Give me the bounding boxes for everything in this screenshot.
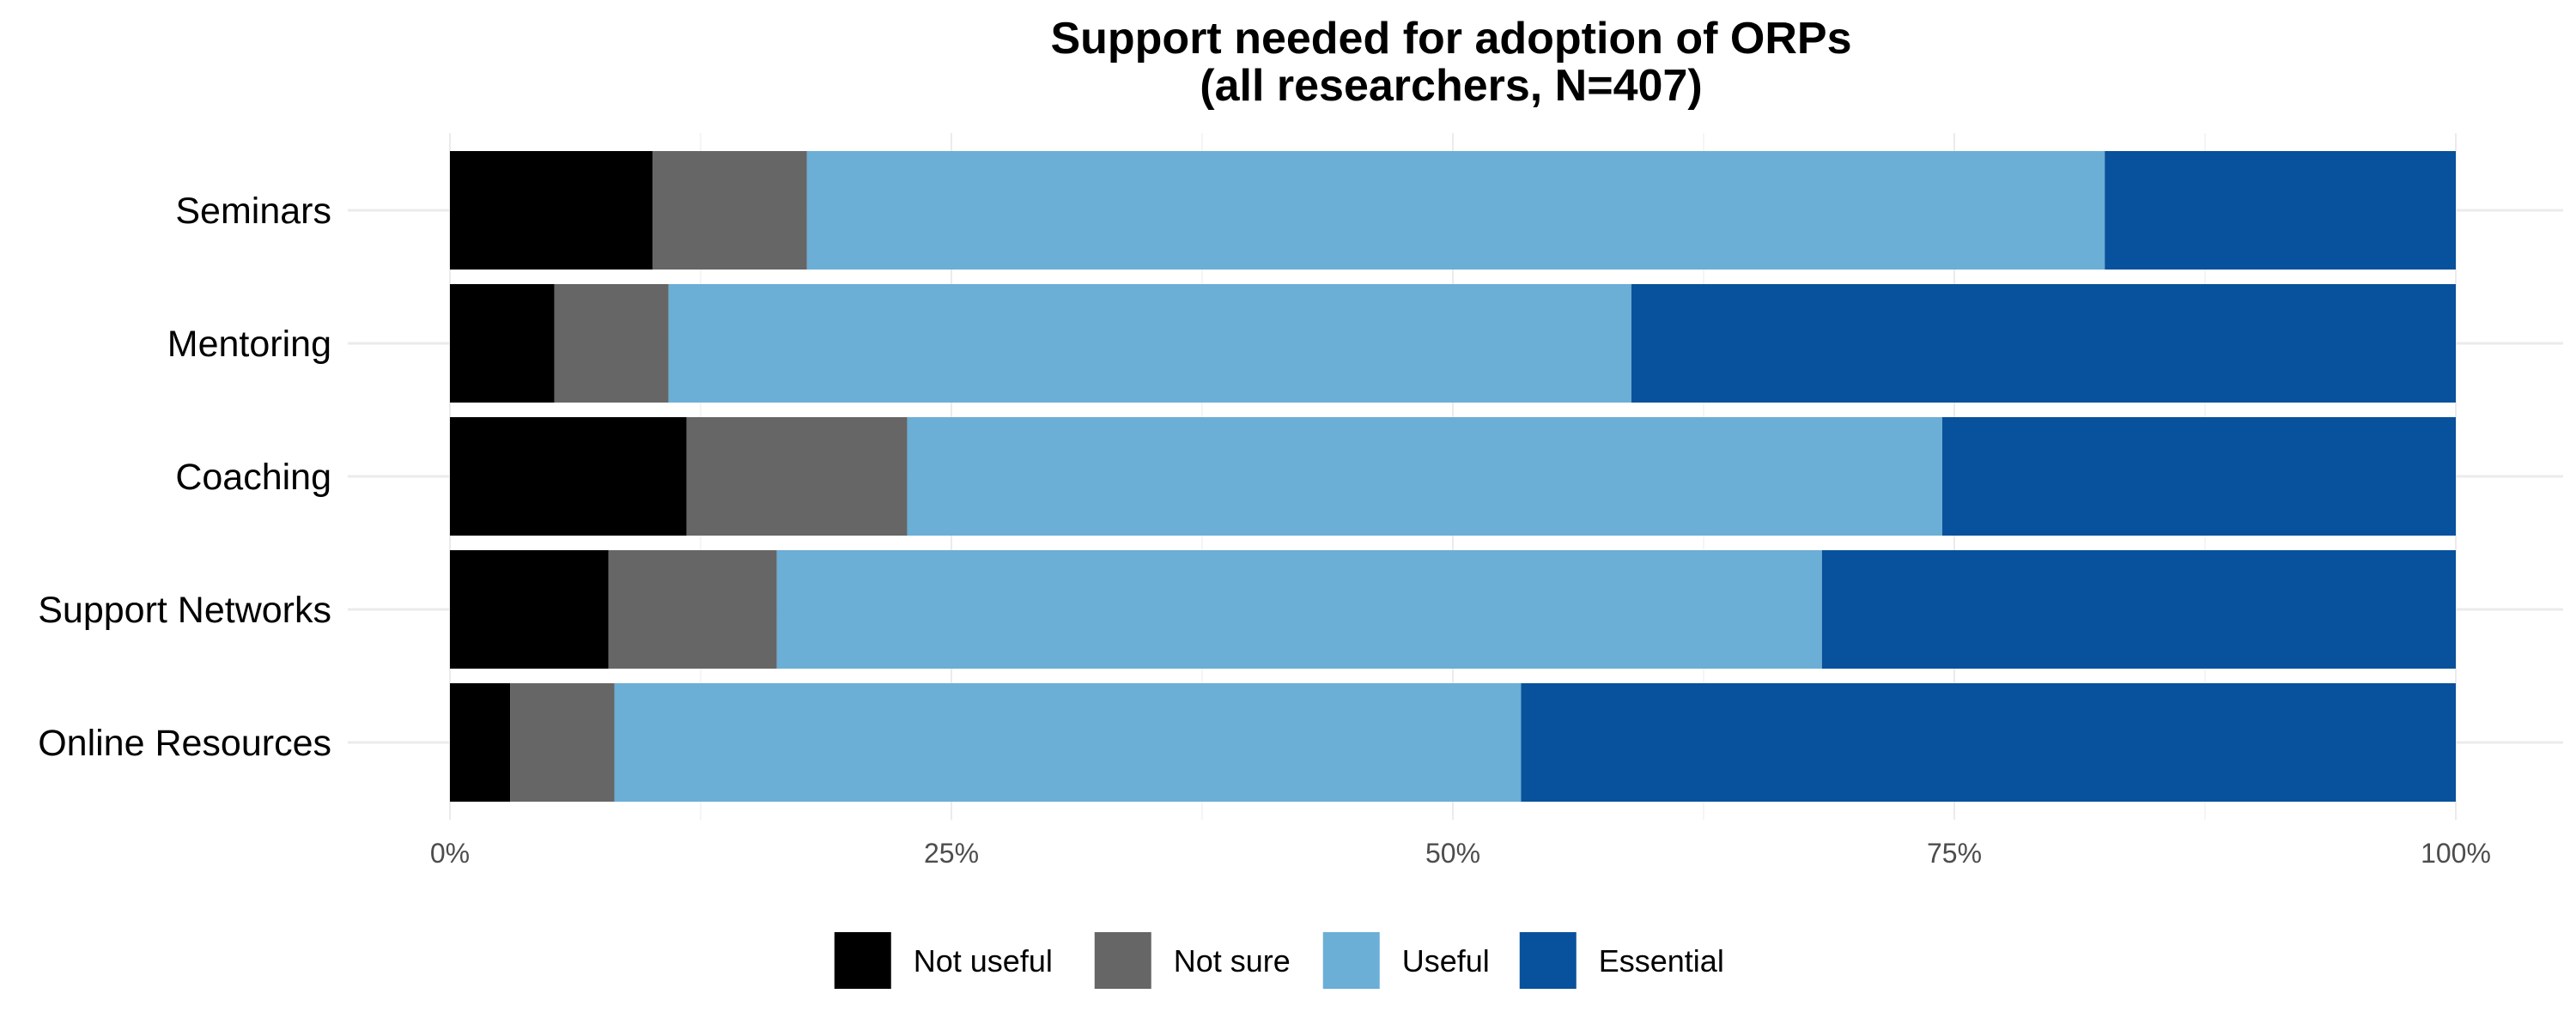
legend-swatch [834,932,891,989]
bar-segment [450,550,609,669]
x-tick-label: 75% [1927,838,1982,869]
bar-segment [2105,151,2456,270]
chart-title: Support needed for adoption of ORPs [1050,14,1851,64]
category-label: Online Resources [38,723,331,764]
bar-segment [686,417,908,536]
bar-segment [614,683,1522,802]
bar-segment [450,417,687,536]
bar-segment [450,284,555,403]
bar-segment [510,683,615,802]
legend-swatch [1094,932,1151,989]
bar-segment [450,151,653,270]
legend-label: Not sure [1174,943,1291,978]
category-label: Mentoring [167,324,331,365]
legend-swatch [1322,932,1380,989]
category-label: Support Networks [38,590,331,631]
legend-swatch [1519,932,1577,989]
legend-label: Not useful [914,943,1053,978]
bar-segment [450,683,511,802]
bar-segment [608,550,777,669]
bar-segment [1821,550,2456,669]
bar-segment [668,284,1631,403]
bar-segment [776,550,1822,669]
x-tick-label: 50% [1425,838,1480,869]
bar-segment [554,284,669,403]
category-labels: Seminars Mentoring Coaching Support Network… [38,191,331,764]
legend: Not useful Not sure Useful Essential [834,932,1724,989]
category-label: Seminars [175,191,331,232]
x-tick-label: 25% [924,838,979,869]
category-label: Coaching [175,457,331,498]
bar-segment [1521,683,2456,802]
bar-segment [1631,284,2456,403]
x-tick-label: 100% [2421,838,2491,869]
legend-label: Essential [1599,943,1724,978]
chart-subtitle: (all researchers, N=407) [1200,61,1702,111]
bar-segment [806,151,2105,270]
legend-label: Useful [1402,943,1490,978]
x-tick-label: 0% [430,838,470,869]
bar-segment [1941,417,2456,536]
bar-segment [907,417,1942,536]
bar-segment [652,151,807,270]
x-axis-tick-labels: 0% 25% 50% 75% 100% [430,838,2491,869]
bars [450,151,2456,802]
